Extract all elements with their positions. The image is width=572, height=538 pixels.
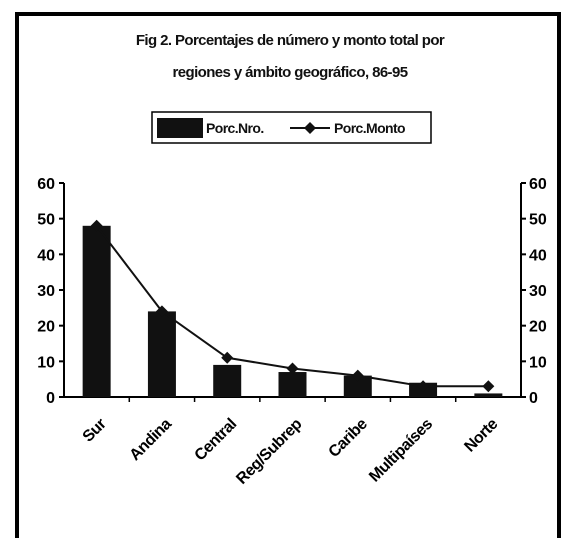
y-tick-label-right: 0 bbox=[529, 390, 538, 407]
marker-porc-monto bbox=[155, 305, 168, 318]
y-tick-label-left: 50 bbox=[37, 212, 55, 229]
chart-title-line-2: regiones y ámbito geográfico, 86-95 bbox=[173, 64, 408, 81]
bar-porc-nro bbox=[147, 311, 176, 397]
bar-porc-nro bbox=[343, 375, 372, 397]
legend-swatch-bar bbox=[157, 118, 203, 138]
x-tick-label: Norte bbox=[461, 415, 501, 455]
x-tick-label: Multipaíses bbox=[366, 415, 436, 485]
x-tick-label: Andina bbox=[127, 415, 176, 464]
y-tick-label-left: 10 bbox=[37, 354, 55, 371]
y-tick-label-left: 40 bbox=[37, 247, 55, 264]
x-tick-label: Sur bbox=[80, 416, 110, 446]
bar-porc-nro bbox=[213, 364, 242, 397]
y-tick-label-left: 30 bbox=[37, 283, 55, 300]
y-tick-label-left: 60 bbox=[37, 176, 55, 193]
x-tick-label: Central bbox=[192, 416, 241, 465]
y-tick-label-right: 50 bbox=[529, 212, 547, 229]
y-tick-label-right: 40 bbox=[529, 247, 547, 264]
marker-porc-monto bbox=[90, 219, 103, 232]
legend-label-line: Porc.Monto bbox=[334, 120, 405, 136]
legend-label-bar: Porc.Nro. bbox=[206, 120, 264, 136]
y-tick-label-right: 60 bbox=[529, 176, 547, 193]
y-tick-label-left: 20 bbox=[37, 319, 55, 336]
marker-porc-monto bbox=[221, 351, 234, 364]
y-tick-label-right: 20 bbox=[529, 319, 547, 336]
marker-porc-monto bbox=[482, 380, 495, 393]
axes: 0 0 10 10 20 20 30 30 40 40 50 50 60 60 bbox=[37, 176, 547, 407]
marker-porc-monto bbox=[351, 369, 364, 382]
chart-title: Fig 2. Porcentajes de número y monto tot… bbox=[136, 32, 446, 81]
line-series bbox=[90, 219, 495, 393]
bar-porc-nro bbox=[278, 372, 307, 397]
x-tick-label: Reg/Subrep bbox=[233, 415, 305, 487]
legend: Porc.Nro. Porc.Monto bbox=[151, 111, 432, 144]
chart-frame bbox=[15, 12, 561, 538]
marker-porc-monto bbox=[286, 362, 299, 375]
x-tick-label: Caribe bbox=[326, 415, 372, 461]
y-tick-label-right: 10 bbox=[529, 354, 547, 371]
legend-swatch-marker bbox=[304, 122, 316, 134]
chart-title-line-1: Fig 2. Porcentajes de número y monto tot… bbox=[136, 32, 445, 49]
bar-porc-nro bbox=[474, 393, 503, 397]
y-tick-label-right: 30 bbox=[529, 283, 547, 300]
y-tick-label-left: 0 bbox=[46, 390, 55, 407]
bar-porc-nro bbox=[82, 225, 111, 397]
marker-porc-monto bbox=[417, 380, 430, 393]
bar-series bbox=[82, 225, 503, 397]
